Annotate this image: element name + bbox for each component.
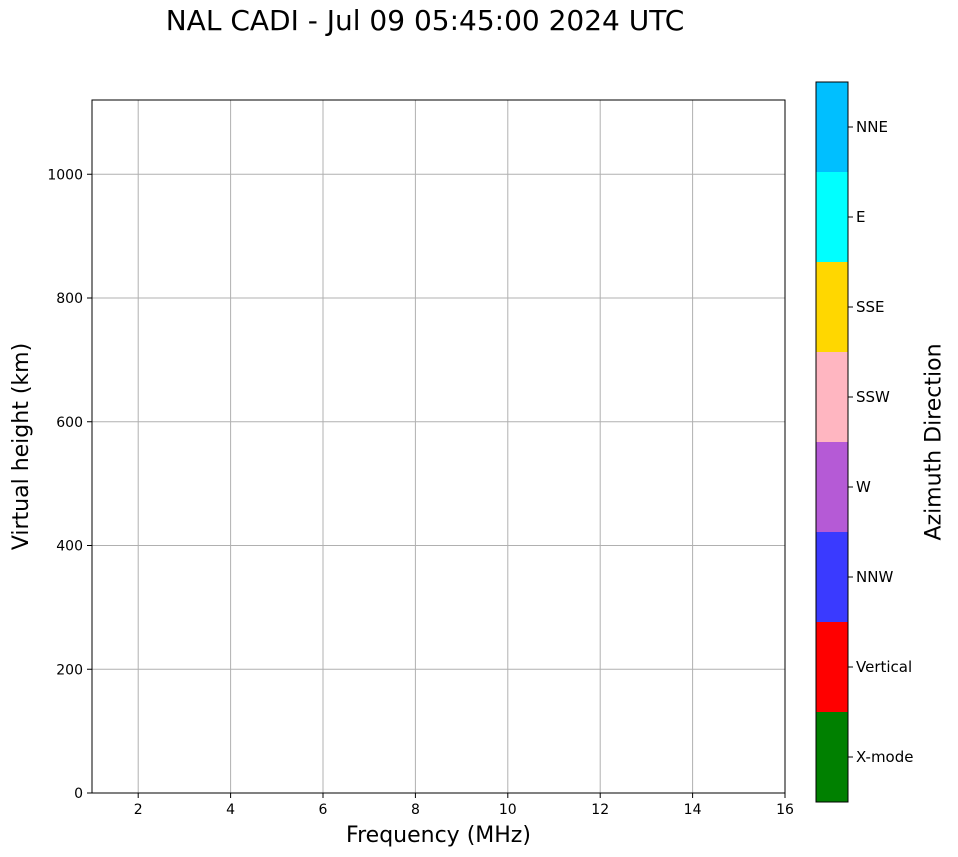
y-tick-label: 0 — [74, 786, 83, 802]
y-tick-label: 600 — [56, 415, 83, 431]
colorbar-tick-label: E — [856, 208, 865, 226]
colorbar-swatch-vertical — [816, 622, 848, 712]
colorbar-tick-label: NNE — [856, 118, 888, 136]
colorbar-tick-label: SSE — [856, 298, 885, 316]
x-tick-label: 12 — [591, 802, 609, 818]
colorbar: X-mode Vertical NNW W SSW SSE E NNE — [815, 81, 913, 803]
colorbar-tick-label: W — [856, 478, 871, 496]
colorbar-swatch-e — [816, 172, 848, 262]
chart-title: NAL CADI - Jul 09 05:45:00 2024 UTC — [165, 4, 685, 37]
colorbar-label: Azimuth Direction — [921, 343, 947, 541]
colorbar-swatch-nne — [816, 82, 848, 172]
x-tick-label: 8 — [411, 802, 420, 818]
x-tick-label: 4 — [226, 802, 235, 818]
x-axis-label: Frequency (MHz) — [346, 823, 531, 848]
x-tick-label: 10 — [499, 802, 517, 818]
colorbar-swatch-ssw — [816, 352, 848, 442]
y-axis-label: Virtual height (km) — [9, 343, 34, 550]
colorbar-frame — [815, 81, 849, 803]
colorbar-tick-label: SSW — [856, 388, 890, 406]
plot-frame — [91, 99, 786, 794]
x-tick-label: 14 — [684, 802, 702, 818]
colorbar-tick-label: Vertical — [856, 658, 912, 676]
y-tick-label: 1000 — [47, 167, 83, 183]
plot-area — [92, 100, 785, 793]
y-tick-label: 800 — [56, 291, 83, 307]
colorbar-tick-label: NNW — [856, 568, 893, 586]
colorbar-swatch-w — [816, 442, 848, 532]
grid — [92, 100, 785, 793]
colorbar-swatch-nnw — [816, 532, 848, 622]
y-tick-label: 200 — [56, 662, 83, 678]
colorbar-swatch-sse — [816, 262, 848, 352]
y-axis: 0 200 400 600 800 1000 Virtual height (km) — [9, 167, 92, 802]
x-axis: 2 4 6 8 10 12 14 16 Frequency (MHz) — [134, 793, 794, 848]
x-tick-label: 16 — [776, 802, 794, 818]
y-tick-label: 400 — [56, 539, 83, 555]
colorbar-tick-label: X-mode — [856, 748, 913, 766]
x-tick-label: 2 — [134, 802, 143, 818]
x-tick-label: 6 — [319, 802, 328, 818]
colorbar-swatch-x-mode — [816, 712, 848, 802]
